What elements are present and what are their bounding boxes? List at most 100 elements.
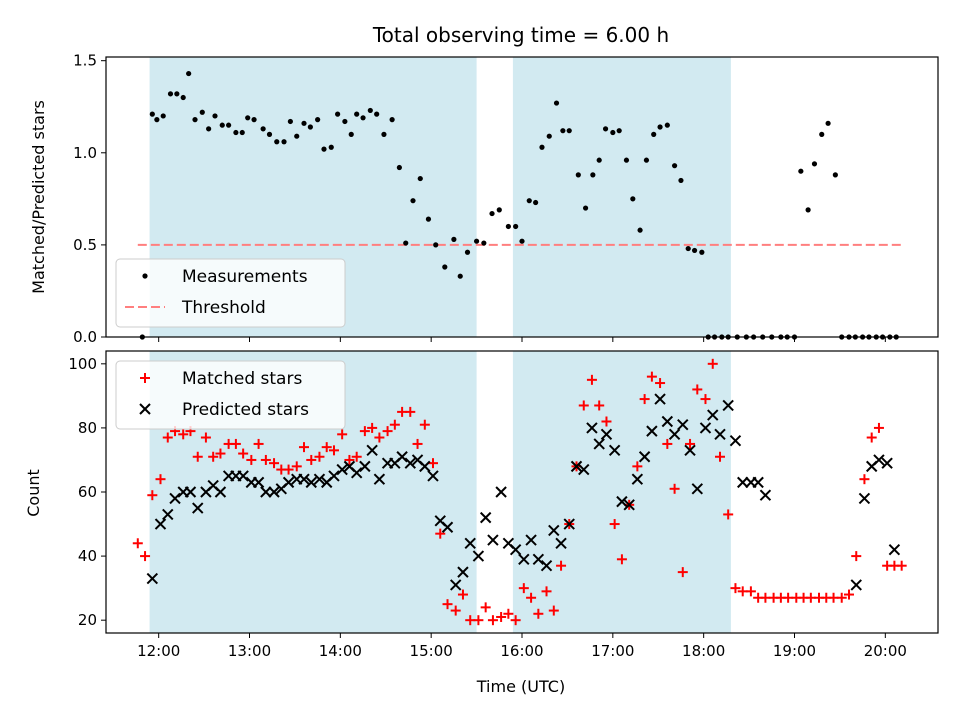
data-point xyxy=(283,464,294,475)
data-point xyxy=(540,559,553,572)
x-tick-label: 13:00 xyxy=(228,642,271,660)
data-point xyxy=(677,418,689,431)
data-point xyxy=(532,553,545,566)
data-point xyxy=(533,608,544,619)
data-point xyxy=(700,394,711,405)
data-point xyxy=(509,543,522,556)
data-point xyxy=(556,560,567,571)
data-point xyxy=(596,157,602,163)
data-point xyxy=(425,216,432,222)
series-matched-stars xyxy=(132,358,907,626)
data-point xyxy=(245,115,251,121)
data-point xyxy=(281,139,287,145)
data-point xyxy=(637,227,643,233)
data-point xyxy=(274,139,280,145)
data-point xyxy=(473,615,484,626)
data-point xyxy=(723,509,734,520)
data-point xyxy=(729,435,742,447)
data-point xyxy=(496,611,507,622)
data-point xyxy=(192,502,204,514)
data-point xyxy=(707,409,719,421)
data-point xyxy=(566,128,572,134)
data-point xyxy=(427,470,439,482)
data-point xyxy=(638,451,651,463)
y-tick-label: 0.0 xyxy=(73,328,97,346)
data-point xyxy=(287,118,293,125)
data-point xyxy=(495,486,507,498)
data-point xyxy=(586,374,597,385)
data-point xyxy=(162,508,174,521)
data-point xyxy=(859,474,870,485)
observing-interval-1 xyxy=(512,57,731,337)
data-point xyxy=(630,196,636,202)
data-point xyxy=(435,528,446,539)
data-point xyxy=(291,461,302,472)
data-point xyxy=(433,242,439,248)
data-point xyxy=(671,163,678,169)
data-point xyxy=(616,128,622,134)
data-point xyxy=(479,511,492,524)
data-point xyxy=(752,476,764,489)
data-point xyxy=(367,422,378,433)
data-point xyxy=(410,198,416,204)
data-point xyxy=(548,524,560,537)
data-point xyxy=(873,454,885,466)
data-point xyxy=(715,451,726,462)
data-point xyxy=(851,551,862,562)
data-point xyxy=(294,133,300,139)
data-point xyxy=(314,451,325,462)
data-point xyxy=(657,124,663,130)
data-point xyxy=(457,566,469,578)
data-point xyxy=(850,579,862,591)
data-point xyxy=(321,442,332,453)
data-point xyxy=(299,442,310,453)
data-point xyxy=(578,463,590,476)
y-tick-label: 0.5 xyxy=(73,236,97,254)
data-point xyxy=(678,177,684,184)
data-point xyxy=(487,615,498,626)
legend-item-1: Predicted stars xyxy=(139,400,309,420)
data-point xyxy=(541,586,552,597)
data-point xyxy=(631,473,644,485)
data-point xyxy=(348,131,354,137)
data-point xyxy=(578,400,589,411)
data-point xyxy=(632,461,643,472)
y-tick-label: 20 xyxy=(78,611,97,629)
data-point xyxy=(169,492,181,505)
data-point xyxy=(451,236,457,242)
data-point xyxy=(518,583,529,594)
data-point xyxy=(212,113,218,119)
data-point xyxy=(623,499,635,511)
data-point xyxy=(548,605,559,616)
bottom-panel: 20 40 60 80 100 12:00 13:00 14:00 15:00 16:00 17:0… xyxy=(68,350,939,660)
data-point xyxy=(487,534,499,546)
data-point xyxy=(449,579,462,591)
data-point xyxy=(328,144,334,150)
data-point xyxy=(655,378,666,389)
data-point xyxy=(315,117,321,123)
data-point xyxy=(246,454,257,465)
data-point xyxy=(206,126,212,132)
data-point xyxy=(457,273,463,279)
data-point xyxy=(616,495,628,508)
y-tick-label: 80 xyxy=(78,419,97,437)
data-point xyxy=(654,393,666,405)
data-point xyxy=(180,94,186,101)
data-point xyxy=(646,371,657,382)
data-point xyxy=(359,460,371,473)
data-point xyxy=(381,131,387,137)
y-tick-label: 1.0 xyxy=(73,144,97,162)
data-point xyxy=(301,120,307,126)
data-point xyxy=(881,457,893,469)
data-point xyxy=(668,428,681,441)
data-point xyxy=(737,476,749,489)
data-point xyxy=(593,438,605,450)
data-point xyxy=(533,199,539,206)
data-point xyxy=(513,223,519,230)
data-point xyxy=(336,463,348,476)
legend-item-0: Matched stars xyxy=(140,369,302,389)
top-y-axis-label: Matched/Predicted stars xyxy=(29,100,48,294)
data-point xyxy=(382,426,393,437)
data-point xyxy=(639,394,650,405)
